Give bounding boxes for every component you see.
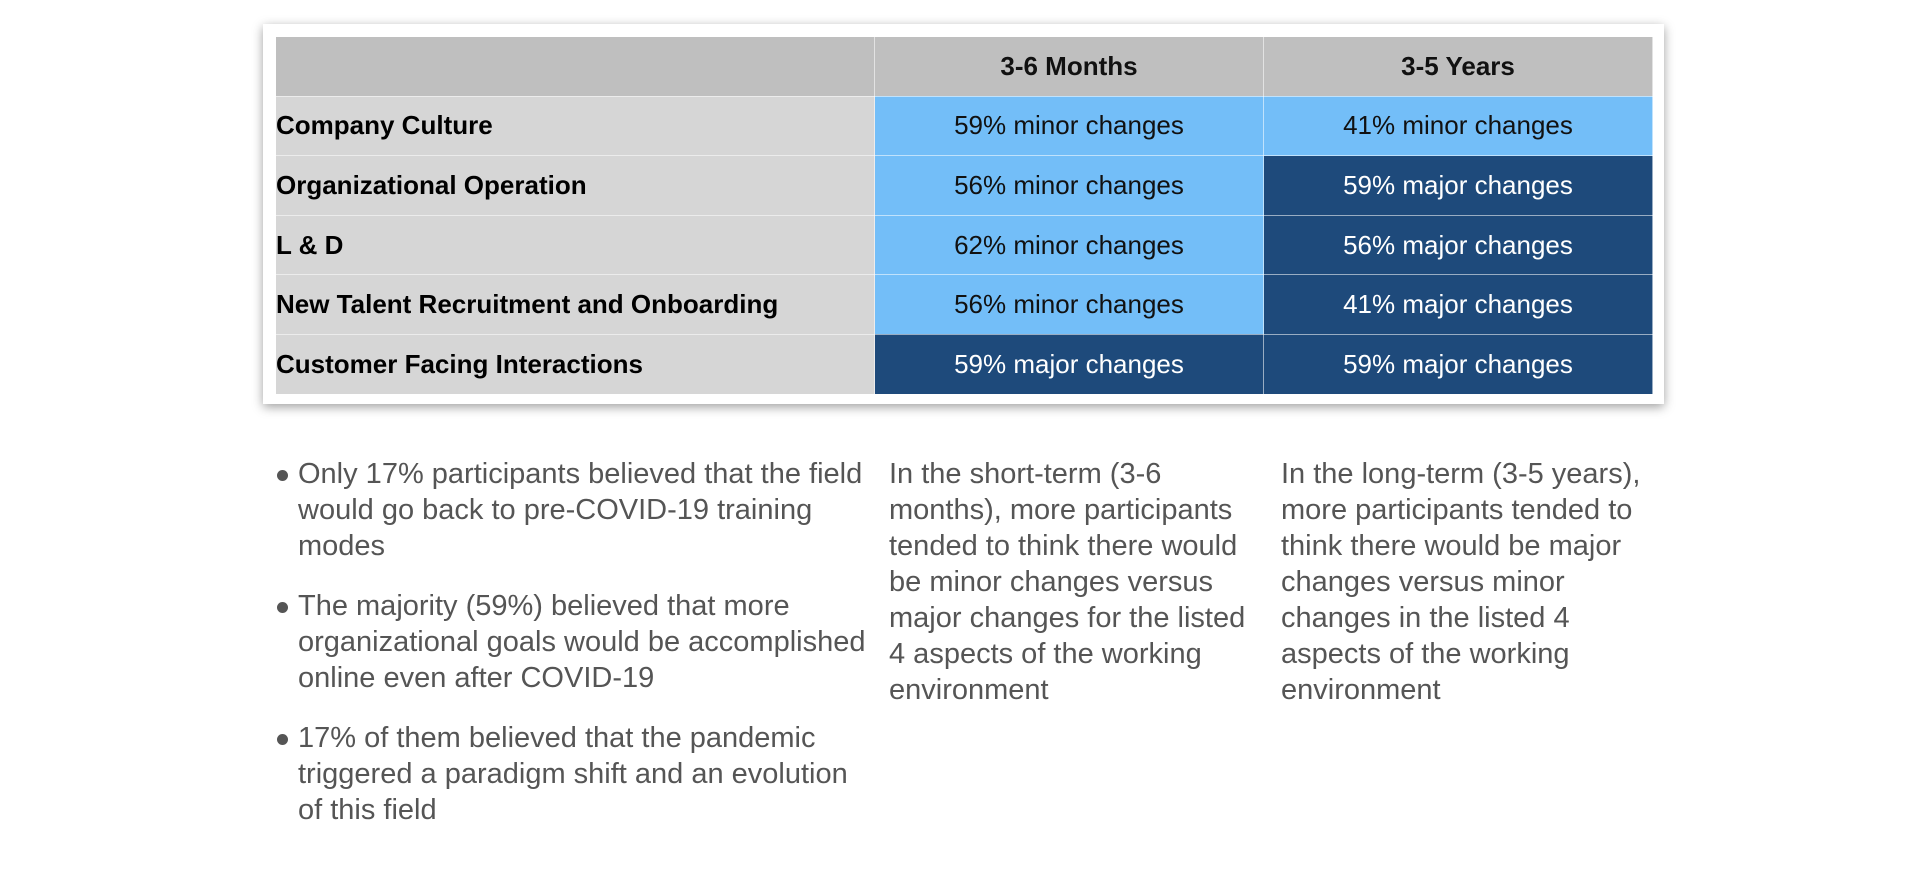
table-row: L & D 62% minor changes 56% major change…: [275, 214, 1653, 276]
list-item-text: Only 17% participants believed that the …: [298, 458, 863, 562]
row-label: Company Culture: [275, 95, 875, 157]
row-label: New Talent Recruitment and Onboarding: [275, 274, 875, 335]
list-item-text: 17% of them believed that the pandemic t…: [298, 722, 848, 826]
list-item: The majority (59%) believed that more or…: [276, 588, 876, 696]
short-term-note: In the short-term (3-6 months), more par…: [889, 458, 1246, 706]
header-cell-long-term: 3-5 Years: [1263, 36, 1653, 97]
row-label: Organizational Operation: [275, 155, 875, 216]
long-term-note: In the long-term (3-5 years), more parti…: [1281, 458, 1641, 706]
header-cell-short-term: 3-6 Months: [874, 36, 1264, 97]
table-row: Customer Facing Interactions 59% major c…: [275, 333, 1653, 395]
bullet-dot-icon: [277, 734, 288, 745]
long-term-cell: 59% major changes: [1263, 155, 1653, 216]
short-term-cell: 56% minor changes: [874, 274, 1264, 335]
list-item: Only 17% participants believed that the …: [276, 456, 876, 564]
long-term-cell: 59% major changes: [1263, 333, 1653, 395]
short-term-cell: 56% minor changes: [874, 155, 1264, 216]
findings-list: Only 17% participants believed that the …: [276, 456, 876, 828]
long-term-cell: 41% minor changes: [1263, 95, 1653, 157]
table-row: Organizational Operation 56% minor chang…: [275, 155, 1653, 216]
results-table: 3-6 Months 3-5 Years Company Culture 59%…: [275, 36, 1653, 395]
table-header-row: 3-6 Months 3-5 Years: [275, 36, 1653, 97]
table-row: New Talent Recruitment and Onboarding 56…: [275, 274, 1653, 335]
row-label: Customer Facing Interactions: [275, 333, 875, 395]
long-term-cell: 41% major changes: [1263, 274, 1653, 335]
short-term-cell: 62% minor changes: [874, 214, 1264, 276]
list-item: 17% of them believed that the pandemic t…: [276, 720, 876, 828]
header-cell-blank: [275, 36, 875, 97]
short-term-cell: 59% minor changes: [874, 95, 1264, 157]
findings-column: Only 17% participants believed that the …: [276, 456, 876, 852]
short-term-cell: 59% major changes: [874, 333, 1264, 395]
bullet-dot-icon: [277, 470, 288, 481]
table-row: Company Culture 59% minor changes 41% mi…: [275, 95, 1653, 157]
list-item-text: The majority (59%) believed that more or…: [298, 590, 866, 694]
results-table-card: 3-6 Months 3-5 Years Company Culture 59%…: [263, 24, 1664, 404]
bullet-dot-icon: [277, 602, 288, 613]
row-label: L & D: [275, 214, 875, 276]
long-term-cell: 56% major changes: [1263, 214, 1653, 276]
